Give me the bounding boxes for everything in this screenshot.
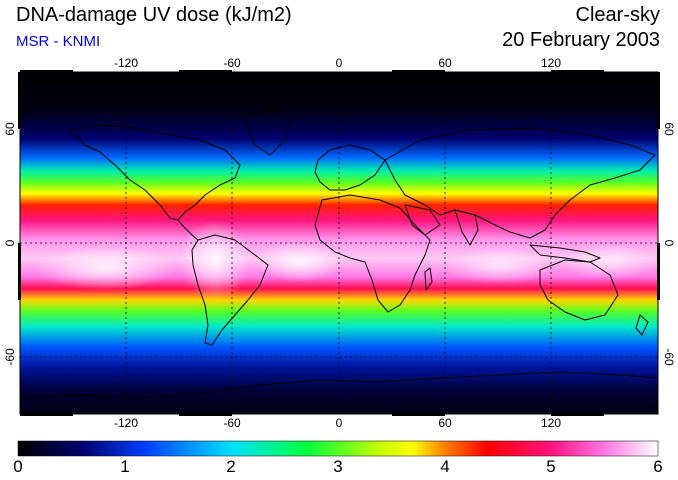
sky-condition-label: Clear-sky (575, 4, 660, 26)
bottom-longitude-ticks: -120 -60 0 60 120 (114, 416, 561, 430)
date-label: 20 February 2003 (502, 29, 660, 51)
colorbar-label: 5 (546, 457, 556, 476)
uv-maximum-region (180, 220, 250, 300)
lon-tick-label: 0 (336, 416, 343, 430)
lon-tick-label: 120 (541, 56, 561, 70)
coastline-south-america (191, 234, 269, 346)
coastline-greenland (244, 109, 291, 156)
uv-maximum-region (255, 242, 345, 282)
coastline-africa (314, 194, 431, 313)
lat-tick-label: 0 (662, 240, 676, 247)
coastline-north-america (69, 124, 241, 221)
coastline-india (454, 209, 479, 246)
colorbar-label: 0 (13, 457, 23, 476)
colorbar-label: 3 (333, 457, 343, 476)
lon-tick-label: 60 (438, 416, 452, 430)
lat-tick-label: 60 (3, 122, 17, 136)
coastline-new-zealand (635, 314, 649, 336)
lat-tick-label: 60 (662, 122, 676, 136)
lon-tick-label: -60 (223, 416, 241, 430)
colorbar-label: 2 (226, 457, 236, 476)
map-border (18, 70, 660, 416)
right-latitude-ticks: 60 0 -60 (662, 122, 676, 366)
coastline-australia (539, 259, 619, 321)
coastline-madagascar (424, 267, 433, 291)
lon-tick-label: 0 (336, 56, 343, 70)
coastline-central-america (177, 219, 199, 241)
lat-tick-label: -60 (662, 348, 676, 366)
coastline-asia (384, 127, 656, 239)
lon-tick-label: -120 (114, 416, 138, 430)
map-title: DNA-damage UV dose (kJ/m2) (16, 4, 292, 26)
data-source-label: MSR - KNMI (16, 33, 101, 50)
lon-tick-label: -120 (114, 56, 138, 70)
lat-tick-label: 0 (3, 239, 17, 246)
colorbar (17, 440, 659, 457)
colorbar-label: 1 (120, 457, 130, 476)
coastline-europe (314, 144, 386, 191)
left-latitude-ticks: 60 0 -60 (3, 122, 17, 366)
uv-maximum-region (35, 246, 175, 290)
coastline-antarctica (19, 371, 659, 399)
top-longitude-ticks: -120 -60 0 60 120 (114, 56, 561, 70)
coastlines (19, 109, 659, 399)
uv-maximum-region (445, 248, 555, 284)
colorbar-label: 4 (440, 457, 450, 476)
lon-tick-label: -60 (223, 56, 241, 70)
coastline-indonesia (529, 244, 601, 263)
lat-tick-label: -60 (3, 348, 17, 366)
graticule (20, 72, 658, 414)
lon-tick-label: 60 (438, 56, 452, 70)
colorbar-label: 6 (653, 457, 663, 476)
lon-tick-label: 120 (541, 416, 561, 430)
coastline-arabia (404, 204, 441, 236)
